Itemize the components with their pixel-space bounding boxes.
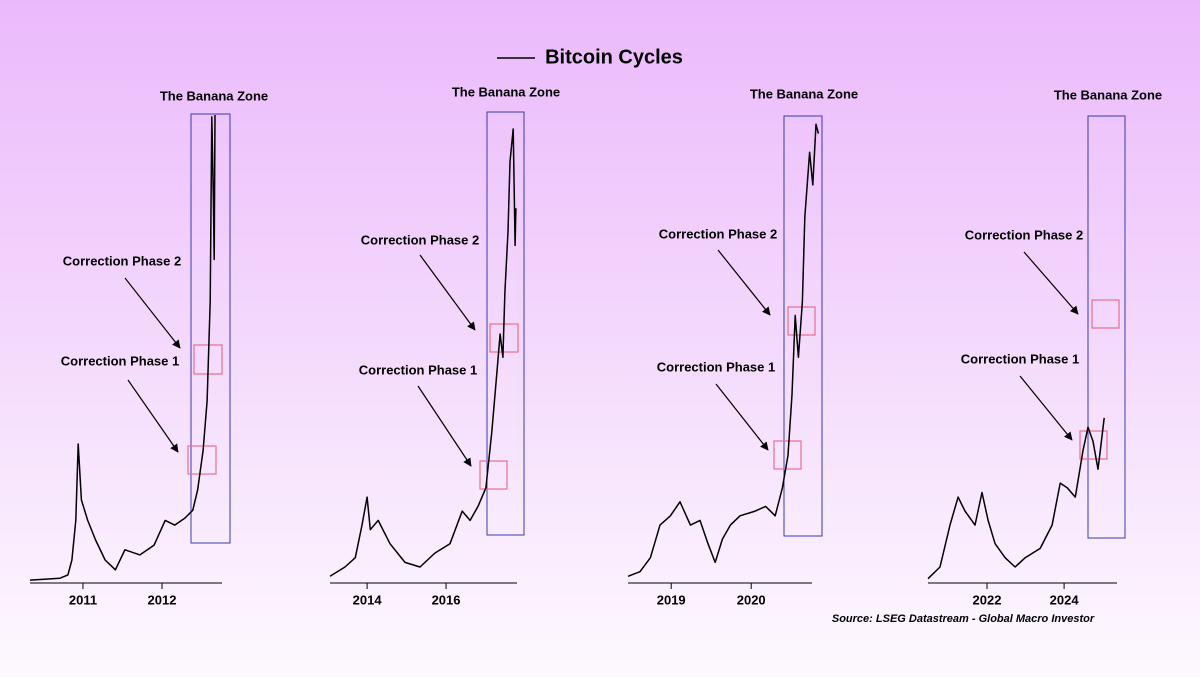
phase1-label: Correction Phase 1: [61, 353, 180, 368]
banana-zone-box: [783, 115, 823, 537]
banana-zone-label: The Banana Zone: [750, 86, 858, 101]
phase2-arrow: [717, 249, 771, 316]
phase1-label: Correction Phase 1: [359, 362, 478, 377]
x-tick-label: 2011: [69, 592, 97, 607]
price-line: [329, 128, 517, 577]
phase1-box: [187, 445, 217, 475]
x-tick-label: 2012: [148, 592, 177, 607]
x-tick-label: 2016: [432, 592, 461, 607]
banana-zone-box: [1087, 115, 1126, 539]
phase2-label: Correction Phase 2: [63, 253, 182, 268]
phase1-arrow: [127, 379, 179, 453]
phase1-box: [1079, 430, 1108, 460]
banana-zone-box: [190, 113, 231, 544]
phase1-box: [773, 440, 802, 470]
banana-zone-label: The Banana Zone: [160, 88, 268, 103]
phase2-arrow: [419, 254, 476, 331]
chart-title: Bitcoin Cycles: [545, 46, 683, 68]
phase1-arrow: [1019, 375, 1073, 441]
phase2-label: Correction Phase 2: [965, 227, 1084, 242]
phase2-arrow: [1023, 251, 1079, 315]
x-tick-label: 2024: [1050, 592, 1080, 607]
price-line: [927, 417, 1105, 580]
source: Source: LSEG Datastream - Global Macro I…: [832, 613, 1095, 625]
x-tick-label: 2020: [737, 592, 766, 607]
phase1-label: Correction Phase 1: [961, 351, 1080, 366]
phase1-box: [479, 460, 508, 490]
banana-zone-label: The Banana Zone: [452, 84, 560, 99]
x-tick-label: 2019: [657, 592, 686, 607]
phase1-arrow: [715, 383, 769, 451]
phase2-box: [1091, 299, 1120, 329]
banana-zone-label: The Banana Zone: [1054, 87, 1162, 102]
x-tick-label: 2014: [353, 592, 383, 607]
price-line: [29, 114, 216, 581]
phase1-label: Correction Phase 1: [657, 359, 776, 374]
phase2-label: Correction Phase 2: [659, 226, 778, 241]
phase2-arrow: [124, 277, 181, 349]
x-tick-label: 2022: [973, 592, 1002, 607]
phase1-arrow: [417, 385, 472, 467]
banana-zone-box: [486, 111, 525, 536]
phase2-label: Correction Phase 2: [361, 232, 480, 247]
price-line: [627, 123, 820, 578]
